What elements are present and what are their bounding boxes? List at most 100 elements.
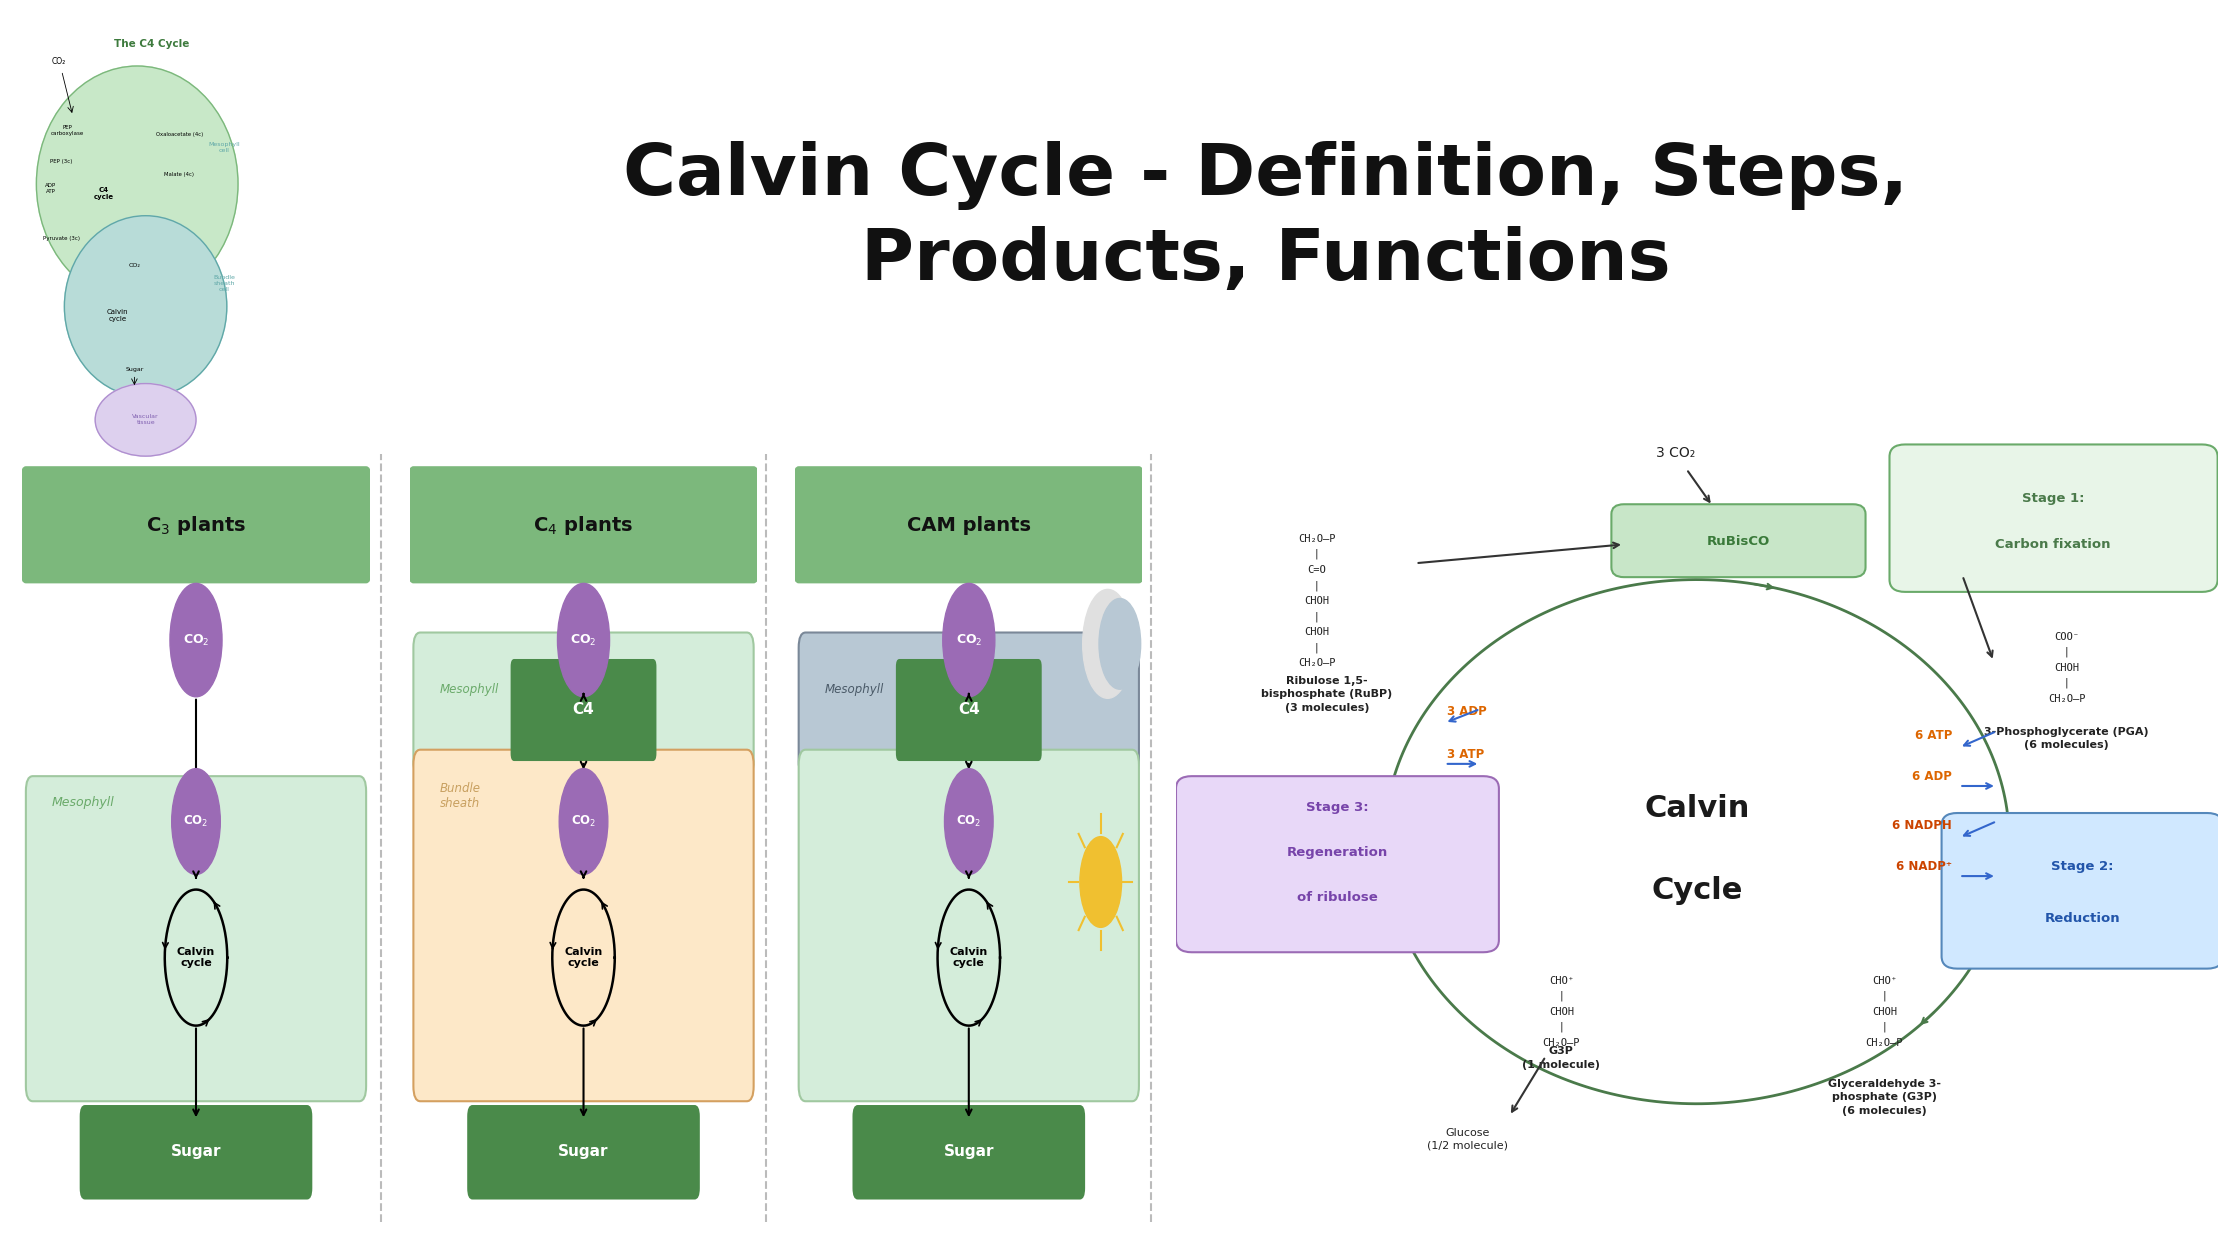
Text: CH₂O–P: CH₂O–P bbox=[1297, 658, 1335, 668]
Circle shape bbox=[1100, 598, 1140, 689]
FancyBboxPatch shape bbox=[1891, 445, 2218, 592]
Text: Calvin Cycle - Definition, Steps,
Products, Functions: Calvin Cycle - Definition, Steps, Produc… bbox=[623, 141, 1908, 295]
Text: |: | bbox=[1559, 1022, 1564, 1032]
Text: |: | bbox=[2065, 678, 2068, 688]
Text: Calvin
cycle: Calvin cycle bbox=[950, 946, 988, 969]
Text: CHOH: CHOH bbox=[1548, 1007, 1575, 1017]
Text: Sugar: Sugar bbox=[558, 1144, 609, 1159]
Text: Sugar: Sugar bbox=[170, 1144, 222, 1159]
Text: |: | bbox=[1315, 643, 1319, 653]
Text: Malate (4c): Malate (4c) bbox=[164, 173, 195, 178]
Text: RuBisCO: RuBisCO bbox=[1707, 534, 1770, 548]
Text: G3P
(1 molecule): G3P (1 molecule) bbox=[1523, 1046, 1599, 1070]
FancyBboxPatch shape bbox=[800, 633, 1138, 776]
Text: Calvin
cycle: Calvin cycle bbox=[108, 309, 128, 323]
Text: |: | bbox=[2065, 646, 2068, 656]
Text: PEP
carboxylase: PEP carboxylase bbox=[52, 125, 83, 136]
Circle shape bbox=[943, 583, 995, 697]
Circle shape bbox=[172, 769, 220, 874]
Text: 3-Phosphoglycerate (PGA)
(6 molecules): 3-Phosphoglycerate (PGA) (6 molecules) bbox=[1985, 727, 2148, 750]
Text: CHOH: CHOH bbox=[1304, 627, 1328, 638]
Circle shape bbox=[558, 583, 609, 697]
Text: 3 ATP: 3 ATP bbox=[1447, 748, 1485, 761]
Text: 6 ATP: 6 ATP bbox=[1915, 730, 1951, 742]
Ellipse shape bbox=[65, 215, 226, 397]
Text: 6 ADP: 6 ADP bbox=[1913, 770, 1951, 784]
Text: C4
cycle: C4 cycle bbox=[94, 186, 114, 199]
Text: 6 NADP⁺: 6 NADP⁺ bbox=[1895, 861, 1951, 873]
Text: Sugar: Sugar bbox=[943, 1144, 995, 1159]
FancyBboxPatch shape bbox=[511, 659, 656, 761]
Text: CO$_2$: CO$_2$ bbox=[956, 633, 981, 648]
Text: Pyruvate (3c): Pyruvate (3c) bbox=[43, 236, 81, 241]
Text: CH₂O–P: CH₂O–P bbox=[1543, 1038, 1579, 1048]
Circle shape bbox=[170, 583, 222, 697]
Text: CO$_2$: CO$_2$ bbox=[571, 633, 596, 648]
Text: CHO⁺: CHO⁺ bbox=[1873, 976, 1897, 985]
Text: CH₂O–P: CH₂O–P bbox=[1866, 1038, 1904, 1048]
FancyBboxPatch shape bbox=[800, 750, 1138, 1101]
Text: CO$_2$: CO$_2$ bbox=[571, 814, 596, 829]
Circle shape bbox=[945, 769, 992, 874]
Text: of ribulose: of ribulose bbox=[1297, 892, 1378, 905]
Text: 3 ADP: 3 ADP bbox=[1447, 704, 1487, 718]
Text: Vascular
tissue: Vascular tissue bbox=[132, 415, 159, 425]
Text: Calvin
cycle: Calvin cycle bbox=[177, 946, 215, 969]
Text: Sugar: Sugar bbox=[125, 368, 143, 373]
Text: Regeneration: Regeneration bbox=[1286, 847, 1389, 859]
Text: Glucose
(1/2 molecule): Glucose (1/2 molecule) bbox=[1427, 1129, 1508, 1150]
FancyBboxPatch shape bbox=[20, 466, 372, 583]
FancyBboxPatch shape bbox=[27, 776, 365, 1101]
Text: CO$_2$: CO$_2$ bbox=[184, 633, 208, 648]
FancyBboxPatch shape bbox=[1942, 813, 2222, 969]
Text: CO₂: CO₂ bbox=[52, 57, 65, 66]
Text: C=O: C=O bbox=[1308, 564, 1326, 575]
Text: CHOH: CHOH bbox=[2054, 663, 2079, 673]
FancyBboxPatch shape bbox=[853, 1105, 1084, 1200]
Text: Cycle: Cycle bbox=[1651, 876, 1743, 906]
Text: COO⁻: COO⁻ bbox=[2054, 633, 2079, 641]
FancyBboxPatch shape bbox=[81, 1105, 311, 1200]
Text: Mesophyll: Mesophyll bbox=[824, 683, 885, 696]
Text: Glyceraldehyde 3-
phosphate (G3P)
(6 molecules): Glyceraldehyde 3- phosphate (G3P) (6 mol… bbox=[1828, 1079, 1940, 1115]
FancyBboxPatch shape bbox=[414, 633, 753, 776]
FancyBboxPatch shape bbox=[408, 466, 759, 583]
Text: Stage 1:: Stage 1: bbox=[2023, 491, 2083, 505]
Circle shape bbox=[1082, 590, 1133, 698]
FancyBboxPatch shape bbox=[896, 659, 1042, 761]
Text: PEP (3c): PEP (3c) bbox=[52, 159, 72, 164]
Ellipse shape bbox=[94, 383, 197, 456]
Text: Calvin
cycle: Calvin cycle bbox=[564, 946, 603, 969]
Text: |: | bbox=[1315, 580, 1319, 591]
Text: 6 NADPH: 6 NADPH bbox=[1893, 819, 1951, 833]
Text: CAM plants: CAM plants bbox=[907, 515, 1030, 534]
Text: CHO⁺: CHO⁺ bbox=[1548, 976, 1575, 985]
Text: C4: C4 bbox=[573, 702, 594, 717]
Text: Carbon fixation: Carbon fixation bbox=[1996, 538, 2110, 552]
Text: Mesophyll: Mesophyll bbox=[439, 683, 500, 696]
Text: The C4 Cycle: The C4 Cycle bbox=[114, 39, 188, 49]
Text: Bundle
sheath
cell: Bundle sheath cell bbox=[213, 276, 235, 292]
Text: ADP
ATP: ADP ATP bbox=[45, 183, 56, 194]
FancyBboxPatch shape bbox=[1176, 776, 1499, 953]
Text: C$_3$ plants: C$_3$ plants bbox=[146, 514, 246, 537]
Text: Stage 2:: Stage 2: bbox=[2052, 861, 2115, 873]
Text: C4: C4 bbox=[959, 702, 979, 717]
Text: |: | bbox=[1882, 990, 1886, 1000]
Text: CH₂O–P: CH₂O–P bbox=[2047, 694, 2085, 704]
Circle shape bbox=[560, 769, 607, 874]
Text: CO$_2$: CO$_2$ bbox=[956, 814, 981, 829]
Text: CHOH: CHOH bbox=[1304, 596, 1328, 606]
FancyBboxPatch shape bbox=[793, 466, 1145, 583]
Text: Ribulose 1,5-
bisphosphate (RuBP)
(3 molecules): Ribulose 1,5- bisphosphate (RuBP) (3 mol… bbox=[1261, 677, 1393, 713]
Text: Bundle
sheath: Bundle sheath bbox=[439, 782, 479, 810]
Text: CHOH: CHOH bbox=[1873, 1007, 1897, 1017]
Text: Reduction: Reduction bbox=[2045, 912, 2119, 925]
Text: |: | bbox=[1315, 549, 1319, 559]
Text: Oxaloacetate (4c): Oxaloacetate (4c) bbox=[155, 131, 204, 136]
Text: Calvin: Calvin bbox=[1644, 794, 1749, 824]
Text: CO$_2$: CO$_2$ bbox=[184, 814, 208, 829]
Text: 3 CO₂: 3 CO₂ bbox=[1655, 446, 1696, 460]
FancyBboxPatch shape bbox=[414, 750, 753, 1101]
FancyBboxPatch shape bbox=[468, 1105, 699, 1200]
